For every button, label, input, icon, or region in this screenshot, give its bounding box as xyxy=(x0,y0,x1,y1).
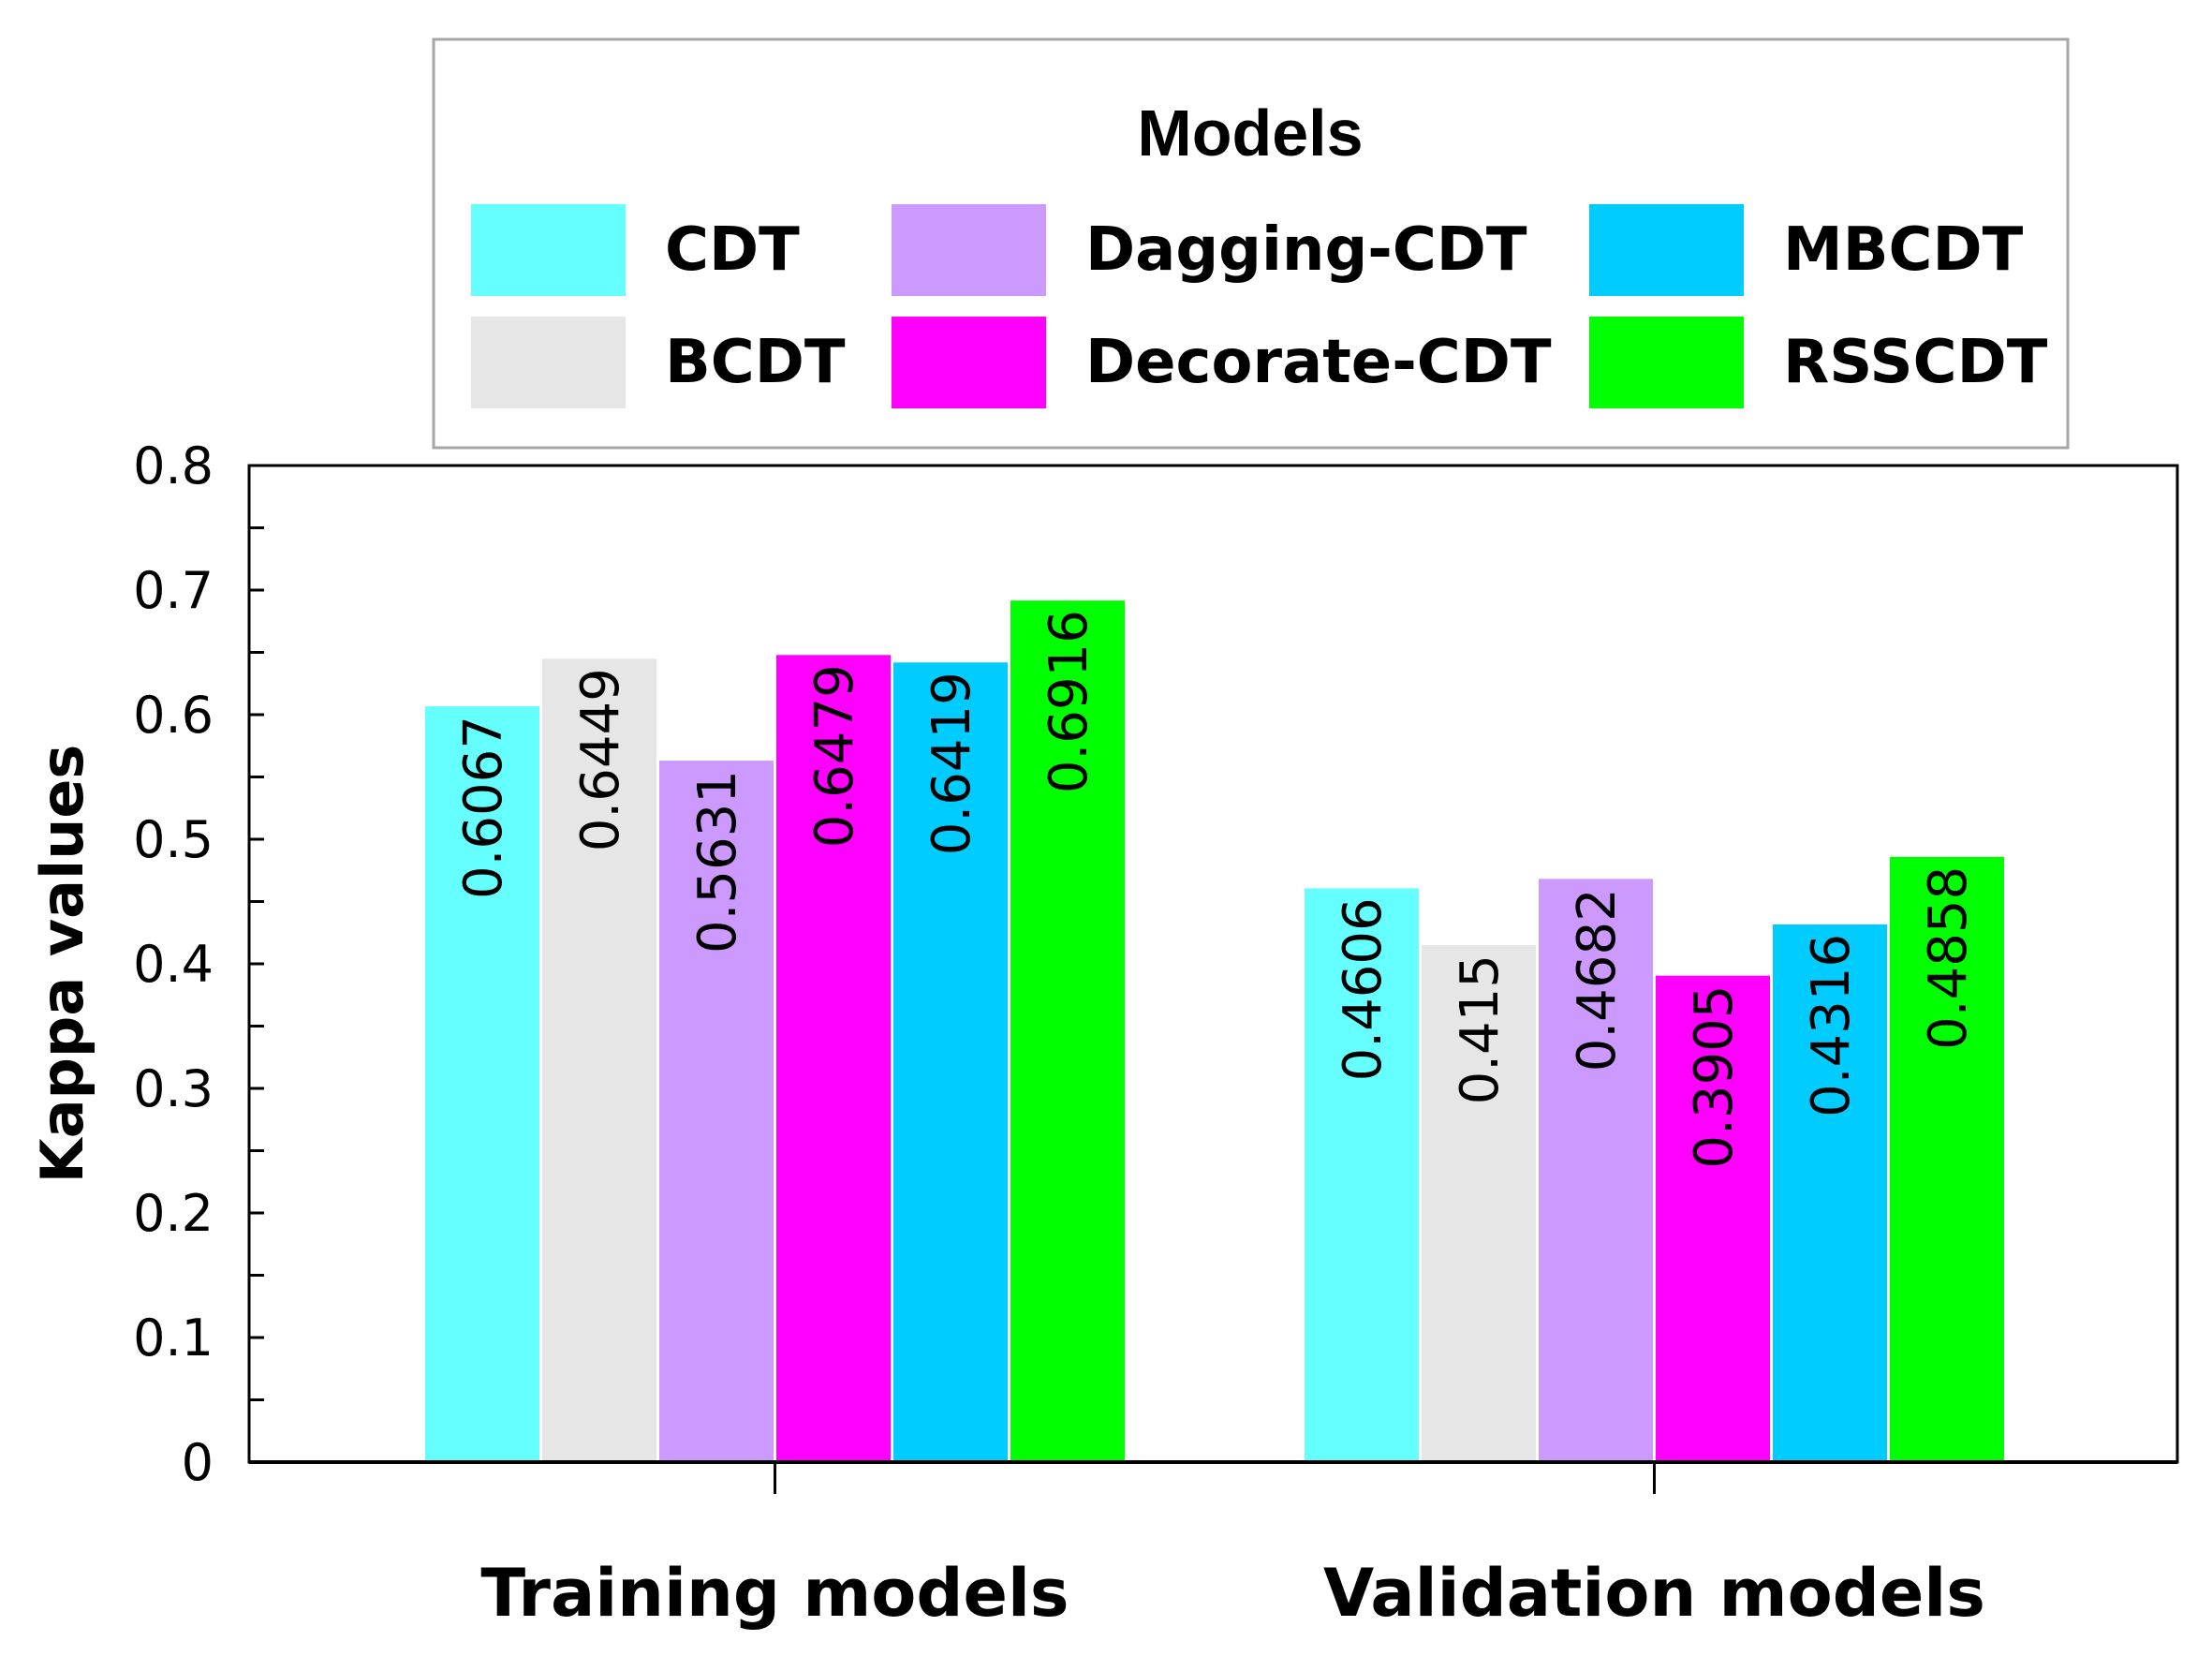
legend-swatch xyxy=(1589,204,1744,296)
legend-items: CDT BCDT Dagging-CDT Decorate-CDT MBCDT RSSCD… xyxy=(471,204,2048,408)
legend-swatch xyxy=(471,204,626,296)
bar-data-label: 0.415 xyxy=(1450,954,1511,1104)
y-tick-label: 0.1 xyxy=(133,1309,214,1368)
y-tick-label: 0.4 xyxy=(133,935,214,994)
legend-swatch xyxy=(892,317,1046,408)
plot-area: 0 0.1 0.2 0.3 0.4 0.5 0.6 0.7 0.8 Training model… xyxy=(133,436,2179,1632)
y-tick-label: 0.7 xyxy=(133,561,214,620)
legend-swatch xyxy=(1589,317,1744,408)
bar xyxy=(1773,924,1887,1462)
bar xyxy=(1539,879,1653,1462)
bar-data-label: 0.4316 xyxy=(1801,934,1862,1117)
x-axis-ticks: Training models Validation models xyxy=(480,1462,1985,1632)
bar-data-label: 0.4682 xyxy=(1567,888,1628,1072)
y-tick-label: 0.5 xyxy=(133,810,214,869)
bar xyxy=(1305,888,1419,1462)
legend-label: RSSCDT xyxy=(1783,328,2048,397)
bar xyxy=(1010,600,1125,1462)
bar-data-label: 0.4606 xyxy=(1333,897,1394,1081)
bar-data-label: 0.4858 xyxy=(1918,866,1979,1050)
legend-title: Models xyxy=(1137,96,1363,170)
y-tick-label: 0 xyxy=(182,1433,214,1492)
legend-frame xyxy=(432,37,2070,450)
bar xyxy=(542,658,656,1462)
y-tick-label: 0.2 xyxy=(133,1184,214,1243)
legend-swatch xyxy=(892,204,1046,296)
legend: Models CDT BCDT Dagging-CDT Decorate-CDT MBC… xyxy=(432,37,2070,450)
bar-data-label: 0.5631 xyxy=(687,770,748,954)
y-axis-label: Kappa values xyxy=(28,745,96,1184)
legend-label: BCDT xyxy=(665,328,846,397)
legend-label: CDT xyxy=(665,215,800,285)
y-tick-label: 0.8 xyxy=(133,436,214,495)
y-axis-ticks: 0 0.1 0.2 0.3 0.4 0.5 0.6 0.7 0.8 xyxy=(133,436,264,1492)
bar xyxy=(893,662,1008,1462)
y-tick-label: 0.6 xyxy=(133,686,214,745)
bar xyxy=(1422,945,1536,1462)
y-tick-label: 0.3 xyxy=(133,1059,214,1118)
x-category-label: Validation models xyxy=(1323,1555,1985,1632)
bar-data-label: 0.6479 xyxy=(804,664,865,848)
bar-data-label: 0.6067 xyxy=(453,716,514,899)
x-category-label: Training models xyxy=(480,1555,1069,1632)
bar-data-label: 0.6419 xyxy=(922,672,982,855)
bars: 0.6067 0.6449 0.5631 0.6479 0.6419 0.6916 0.46… xyxy=(425,600,2004,1462)
bar-data-label: 0.6449 xyxy=(570,668,631,851)
bar-data-label: 0.3905 xyxy=(1684,985,1745,1169)
legend-label: Decorate-CDT xyxy=(1085,328,1552,397)
bar-data-label: 0.6916 xyxy=(1039,610,1099,793)
bar xyxy=(425,706,539,1462)
bar xyxy=(1656,975,1770,1462)
bar xyxy=(1890,856,2004,1462)
legend-label: MBCDT xyxy=(1783,215,2024,285)
bar xyxy=(776,655,891,1462)
legend-swatch xyxy=(471,317,626,408)
bar xyxy=(659,761,774,1462)
legend-label: Dagging-CDT xyxy=(1085,215,1527,285)
